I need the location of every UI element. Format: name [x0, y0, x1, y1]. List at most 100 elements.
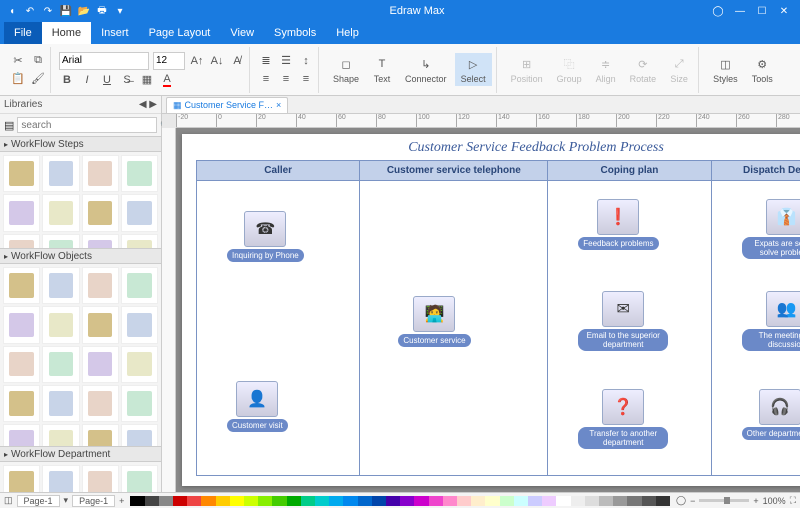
library-shape[interactable] [121, 346, 158, 383]
lib-section-steps[interactable]: WorkFlow Steps [0, 136, 161, 152]
menu-tab-view[interactable]: View [220, 22, 264, 44]
library-shape[interactable] [3, 346, 40, 383]
color-swatch[interactable] [443, 496, 457, 506]
underline-icon[interactable]: U [99, 72, 115, 88]
library-shape[interactable] [82, 465, 119, 492]
diagram-node[interactable]: 👥The meeting for discussion [742, 291, 800, 351]
library-shape[interactable] [3, 155, 40, 192]
print-icon[interactable]: 🖶 [96, 5, 108, 17]
menu-tab-page-layout[interactable]: Page Layout [139, 22, 221, 44]
library-shape[interactable] [42, 155, 79, 192]
spacing-icon[interactable]: ↕ [298, 53, 314, 69]
library-shape[interactable] [82, 267, 119, 304]
library-shape[interactable] [121, 465, 158, 492]
color-swatch[interactable] [159, 496, 173, 506]
numbering-icon[interactable]: ☰ [278, 53, 294, 69]
group-tool[interactable]: ⿻Group [551, 53, 588, 86]
lib-section-objects[interactable]: WorkFlow Objects [0, 248, 161, 264]
menu-tab-insert[interactable]: Insert [91, 22, 139, 44]
library-shape[interactable] [121, 234, 158, 249]
decrease-font-icon[interactable]: A↓ [209, 53, 225, 69]
color-swatch[interactable] [358, 496, 372, 506]
italic-icon[interactable]: I [79, 72, 95, 88]
color-swatch[interactable] [429, 496, 443, 506]
library-shape[interactable] [121, 267, 158, 304]
page-tab-2[interactable]: Page-1 [72, 495, 115, 507]
library-shape[interactable] [3, 267, 40, 304]
color-swatch[interactable] [201, 496, 215, 506]
library-shape[interactable] [3, 194, 40, 231]
color-swatch[interactable] [145, 496, 159, 506]
color-swatch[interactable] [414, 496, 428, 506]
library-shape[interactable] [82, 194, 119, 231]
library-shape[interactable] [121, 306, 158, 343]
library-shape[interactable] [121, 155, 158, 192]
library-shape[interactable] [42, 194, 79, 231]
library-shape[interactable] [42, 465, 79, 492]
rotate-tool[interactable]: ⟳Rotate [624, 53, 663, 86]
color-swatch[interactable] [485, 496, 499, 506]
library-shape[interactable] [42, 385, 79, 422]
minimize-icon[interactable]: — [734, 5, 746, 17]
color-swatch[interactable] [315, 496, 329, 506]
styles-tool[interactable]: ◫Styles [707, 53, 744, 86]
lib-section-dept[interactable]: WorkFlow Department [0, 446, 161, 462]
color-swatch[interactable] [556, 496, 570, 506]
color-swatch[interactable] [400, 496, 414, 506]
increase-font-icon[interactable]: A↑ [189, 53, 205, 69]
color-swatch[interactable] [457, 496, 471, 506]
library-shape[interactable] [3, 385, 40, 422]
diagram-node[interactable]: 👔Expats are sent to solve problems [742, 199, 800, 259]
library-shape[interactable] [42, 267, 79, 304]
bullets-icon[interactable]: ≣ [258, 53, 274, 69]
size-tool[interactable]: ⤢Size [664, 53, 694, 86]
library-shape[interactable] [82, 306, 119, 343]
undo-icon[interactable]: ↶ [24, 5, 36, 17]
connector-tool[interactable]: ↳Connector [399, 53, 453, 86]
color-swatch[interactable] [230, 496, 244, 506]
library-shape[interactable] [82, 234, 119, 249]
library-shape[interactable] [121, 424, 158, 446]
help-icon[interactable]: ◯ [712, 5, 724, 17]
page-tab[interactable]: Page-1 [17, 495, 60, 507]
open-icon[interactable]: 📂 [78, 5, 90, 17]
doc-tab-close-icon[interactable]: × [276, 100, 281, 110]
lib-menu-icon[interactable]: ▤ [4, 119, 14, 132]
library-shape[interactable] [42, 306, 79, 343]
copy-icon[interactable]: ⧉ [30, 53, 46, 69]
library-shape[interactable] [121, 194, 158, 231]
menu-file[interactable]: File [4, 22, 42, 44]
pages-nav-icon[interactable]: ◫ [4, 495, 13, 506]
library-shape[interactable] [82, 155, 119, 192]
cut-icon[interactable]: ✂ [10, 53, 26, 69]
color-swatch[interactable] [343, 496, 357, 506]
diagram-node[interactable]: ❗Feedback problems [578, 199, 658, 250]
color-swatch-strip[interactable] [130, 496, 670, 506]
color-swatch[interactable] [386, 496, 400, 506]
library-shape[interactable] [3, 234, 40, 249]
color-swatch[interactable] [571, 496, 585, 506]
font-color-icon[interactable]: A [159, 72, 175, 88]
color-swatch[interactable] [528, 496, 542, 506]
color-swatch[interactable] [599, 496, 613, 506]
align-left-icon[interactable]: ≡ [258, 71, 274, 87]
color-swatch[interactable] [216, 496, 230, 506]
save-icon[interactable]: 💾 [60, 5, 72, 17]
zoom-slider[interactable] [699, 499, 749, 502]
color-swatch[interactable] [173, 496, 187, 506]
menu-tab-help[interactable]: Help [326, 22, 369, 44]
diagram-node[interactable]: 🧑‍💻Customer service [398, 296, 470, 347]
color-swatch[interactable] [244, 496, 258, 506]
align-center-icon[interactable]: ≡ [278, 71, 294, 87]
strike-icon[interactable]: S̶ [119, 72, 135, 88]
color-swatch[interactable] [642, 496, 656, 506]
color-swatch[interactable] [627, 496, 641, 506]
close-icon[interactable]: ✕ [778, 5, 790, 17]
fullscreen-icon[interactable]: ⛶ [790, 495, 796, 506]
color-swatch[interactable] [329, 496, 343, 506]
text-tool[interactable]: TText [367, 53, 397, 86]
select-tool[interactable]: ▷Select [455, 53, 492, 86]
align-right-icon[interactable]: ≡ [298, 71, 314, 87]
zoom-out-icon[interactable]: − [690, 496, 695, 506]
lib-nav-left-icon[interactable]: ◀ [139, 99, 147, 110]
